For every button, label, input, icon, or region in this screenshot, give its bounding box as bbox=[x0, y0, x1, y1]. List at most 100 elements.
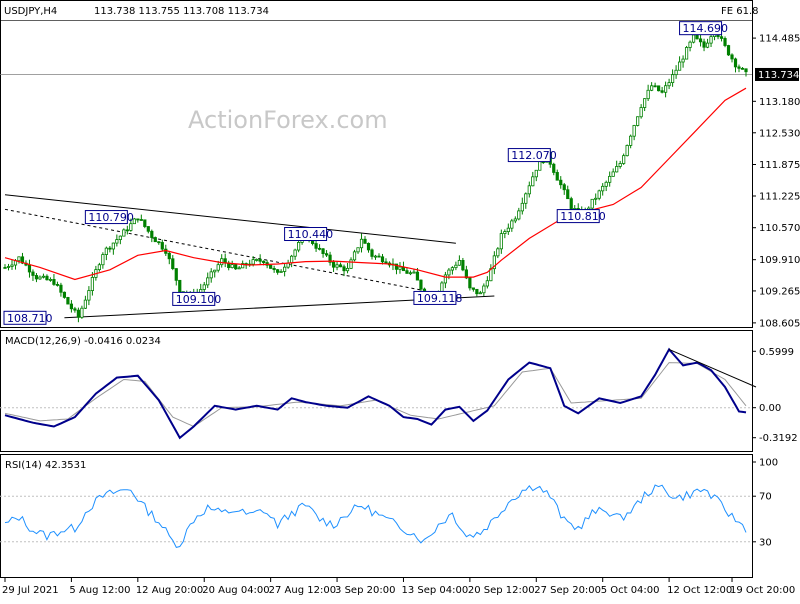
candle-body bbox=[104, 247, 108, 255]
candle-body bbox=[408, 272, 413, 275]
price-label-text: 110.790 bbox=[88, 211, 134, 224]
candle-body bbox=[604, 181, 608, 187]
candle-body bbox=[629, 135, 633, 146]
grid-layer bbox=[0, 407, 752, 543]
candle-body bbox=[691, 34, 696, 43]
macd-trendline bbox=[668, 348, 757, 388]
candle-body bbox=[216, 264, 220, 271]
candle-body bbox=[632, 125, 636, 137]
candle-body bbox=[681, 58, 685, 63]
candle-body bbox=[709, 36, 713, 44]
price-label-box bbox=[507, 148, 551, 163]
candle-body bbox=[622, 155, 626, 164]
candle-body bbox=[684, 47, 689, 60]
x-tick-label: 3 Sep 20:00 bbox=[335, 585, 395, 596]
candle-body bbox=[279, 271, 283, 273]
candle-body bbox=[615, 166, 619, 173]
candle-body bbox=[262, 260, 266, 263]
symbol-timeframe: USDJPY,H4 bbox=[4, 6, 57, 17]
price-label-box bbox=[3, 310, 47, 325]
candle-body bbox=[160, 242, 164, 250]
candle-body bbox=[499, 233, 503, 250]
price-label-box bbox=[284, 227, 328, 242]
candle-body bbox=[650, 85, 654, 91]
candle-body bbox=[562, 184, 566, 191]
candle-body bbox=[136, 218, 140, 221]
candle-body bbox=[122, 229, 126, 237]
candle-body bbox=[461, 259, 465, 271]
candle-body bbox=[524, 193, 528, 204]
candle-body bbox=[450, 267, 454, 271]
candle-body bbox=[3, 267, 7, 269]
candle-body bbox=[698, 38, 703, 43]
candle-body bbox=[125, 229, 129, 232]
price-y-tick-label: 111.875 bbox=[759, 160, 800, 171]
candle-body bbox=[412, 271, 416, 274]
price-trendline bbox=[4, 194, 456, 244]
candle-body bbox=[674, 69, 678, 76]
candle-body bbox=[76, 309, 81, 318]
candle-body bbox=[608, 175, 612, 183]
axis-layer: 114.485 113.180 112.530 111.875 111.225 110.5… bbox=[2, 34, 800, 596]
candle-body bbox=[566, 189, 570, 200]
candle-body bbox=[48, 279, 53, 281]
candle-body bbox=[380, 256, 385, 263]
candle-body bbox=[241, 263, 245, 269]
candle-body bbox=[639, 107, 643, 118]
price-y-tick-label: 109.265 bbox=[759, 286, 800, 297]
price-y-tick-label: 108.605 bbox=[759, 318, 800, 329]
candle-body bbox=[597, 190, 601, 199]
candle-body bbox=[506, 227, 510, 233]
candle-body bbox=[66, 297, 70, 305]
candle-body bbox=[356, 247, 360, 253]
candle-body bbox=[220, 258, 224, 266]
candle-body bbox=[363, 238, 367, 244]
candle-body bbox=[38, 276, 42, 280]
candle-body bbox=[331, 261, 336, 268]
price-label-text: 109.118 bbox=[417, 292, 463, 305]
candle-body bbox=[510, 220, 514, 229]
candle-body bbox=[31, 271, 35, 276]
price-label-text: 110.810 bbox=[560, 210, 606, 223]
macd-y-tick-label: -0.3192 bbox=[759, 433, 798, 444]
watermark-text: ActionForex.com bbox=[188, 106, 388, 134]
candle-body bbox=[153, 237, 157, 243]
candle-body bbox=[398, 266, 402, 270]
candle-body bbox=[55, 284, 60, 286]
candle-body bbox=[269, 264, 273, 269]
x-tick-label: 12 Aug 20:00 bbox=[136, 585, 203, 596]
candle-body bbox=[167, 252, 171, 260]
candle-body bbox=[733, 58, 738, 68]
candle-body bbox=[27, 264, 32, 273]
candle-body bbox=[335, 264, 339, 268]
price-trendline bbox=[4, 208, 443, 295]
candle-body bbox=[366, 242, 371, 251]
candle-body bbox=[321, 248, 325, 255]
candle-body bbox=[384, 261, 388, 264]
x-tick-label: 27 Aug 12:00 bbox=[269, 585, 336, 596]
candle-body bbox=[10, 264, 14, 267]
candle-body bbox=[90, 277, 94, 291]
candle-body bbox=[297, 242, 301, 251]
macd-y-tick-label: 0.5999 bbox=[759, 347, 794, 358]
price-label-text: 112.070 bbox=[511, 149, 557, 162]
candle-body bbox=[150, 230, 154, 238]
candle-body bbox=[213, 269, 217, 273]
candle-body bbox=[209, 271, 213, 279]
candle-body bbox=[534, 169, 538, 178]
macd-y-tick-label: 0.00 bbox=[759, 403, 781, 414]
candle-body bbox=[352, 251, 357, 261]
candle-body bbox=[496, 248, 500, 257]
candle-body bbox=[520, 202, 524, 212]
candle-body bbox=[660, 90, 664, 93]
candle-body bbox=[17, 256, 21, 262]
candle-body bbox=[415, 271, 420, 281]
ohlc-values: 113.738 113.755 113.708 113.734 bbox=[94, 6, 269, 17]
current-price-label: 113.734 bbox=[758, 70, 799, 81]
candle-body bbox=[468, 277, 472, 289]
current-price-box bbox=[755, 67, 799, 81]
price-label-box bbox=[84, 210, 128, 225]
candle-body bbox=[538, 161, 542, 171]
rsi-y-tick-label: 100 bbox=[759, 458, 778, 469]
candle-body bbox=[625, 145, 629, 157]
